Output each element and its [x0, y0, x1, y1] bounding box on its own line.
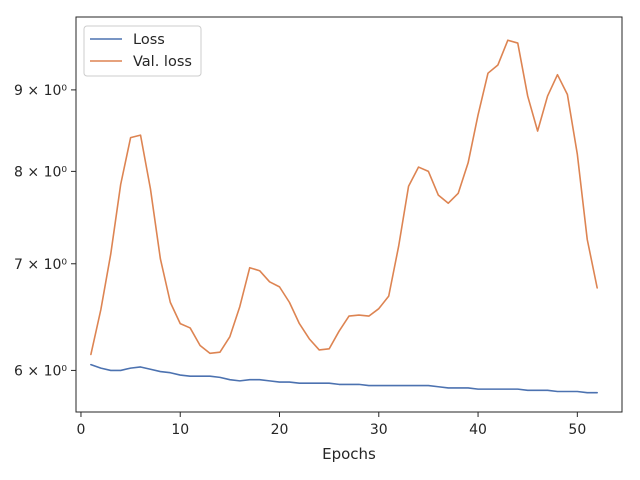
- x-axis: 0 10 20 30 40 50: [77, 412, 586, 438]
- y-tick-label: 7 × 10⁰: [14, 257, 67, 273]
- series-line-loss: [90, 363, 598, 394]
- legend-label: Val. loss: [133, 54, 192, 70]
- x-axis-title: Epochs: [322, 445, 376, 463]
- x-tick-label: 0: [77, 422, 86, 438]
- x-tick-label: 40: [469, 422, 487, 438]
- y-axis: 6 × 10⁰ 7 × 10⁰ 8 × 10⁰ 9 × 10⁰: [14, 83, 76, 379]
- legend: Loss Val. loss: [83, 25, 202, 77]
- plot-lines: [90, 39, 598, 394]
- series-line-val-loss: [90, 39, 598, 356]
- plot-frame: [75, 16, 623, 413]
- x-tick-label: 30: [370, 422, 388, 438]
- x-tick-label: 10: [171, 422, 189, 438]
- y-tick-label: 9 × 10⁰: [14, 83, 67, 99]
- y-tick-label: 8 × 10⁰: [14, 164, 67, 180]
- legend-label: Loss: [133, 32, 165, 48]
- x-tick-label: 50: [568, 422, 586, 438]
- x-tick-label: 20: [271, 422, 289, 438]
- y-tick-label: 6 × 10⁰: [14, 363, 67, 379]
